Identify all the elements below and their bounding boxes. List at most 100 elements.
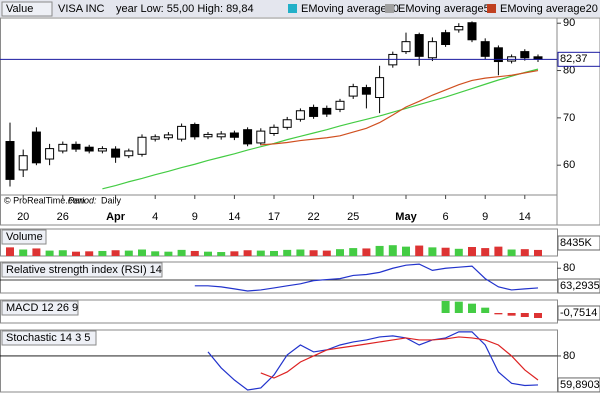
volume-bar	[441, 247, 450, 256]
x-tick-label: May	[395, 211, 417, 223]
macd-bar	[481, 307, 490, 313]
candle-body	[348, 86, 358, 97]
candle-body	[150, 136, 160, 140]
volume-bar	[230, 251, 239, 256]
x-tick-label: 14	[519, 211, 531, 223]
panel-label: Value	[6, 3, 33, 15]
candle-body	[18, 155, 28, 171]
candle-body	[71, 143, 81, 150]
panel-label: Relative strength index (RSI) 14	[6, 264, 162, 276]
candle-body	[190, 123, 200, 138]
line	[102, 68, 539, 190]
volume-bar	[217, 252, 226, 256]
candle-body	[467, 22, 477, 41]
line	[260, 336, 539, 381]
volume-bar	[454, 248, 463, 256]
x-tick-label: 9	[192, 211, 198, 223]
volume-bar	[270, 250, 278, 256]
y-tick-label: 80	[563, 350, 575, 362]
label-box	[1, 1, 53, 17]
macd-bar	[494, 313, 503, 315]
volume-bar	[190, 250, 199, 256]
candle-body	[520, 51, 530, 59]
candle-body	[177, 125, 187, 140]
volume-bar	[534, 249, 542, 256]
y-tick-label: 80	[563, 262, 575, 274]
candle-body	[441, 32, 451, 46]
candle-body	[58, 143, 68, 152]
volume-bar	[204, 251, 212, 256]
x-tick-label: 20	[17, 211, 29, 223]
candle-body	[375, 77, 385, 99]
label-box	[1, 330, 97, 346]
volume-bar	[138, 249, 146, 256]
last-value-box	[557, 305, 600, 321]
y-tick-label: 80	[563, 64, 575, 76]
x-tick-label: 4	[152, 211, 158, 223]
volume-bar	[322, 250, 331, 256]
indicator-lines	[194, 263, 539, 292]
volume-bar	[481, 248, 490, 256]
y-tick-label: 90	[563, 17, 575, 29]
x-tick-label: Apr	[106, 211, 126, 223]
volume-bar	[309, 250, 318, 256]
x-tick-label: 26	[57, 211, 69, 223]
candle-body	[124, 150, 134, 157]
candle-body	[137, 136, 147, 155]
x-tick-label: 17	[268, 211, 280, 223]
candle-body	[31, 131, 41, 164]
candle-body	[480, 41, 490, 57]
macd-bar	[534, 313, 542, 319]
candle-body	[493, 47, 503, 63]
line	[260, 69, 539, 146]
volume-bar	[32, 248, 41, 256]
period: Daily	[101, 195, 122, 205]
panel-label: MACD 12 26 9	[6, 302, 78, 314]
legend-label: EMoving average20	[500, 3, 598, 15]
candle-body	[282, 119, 292, 128]
candle-body	[414, 34, 424, 57]
candle-body	[5, 141, 15, 180]
volume-bar	[362, 248, 371, 256]
volume-bar	[428, 247, 437, 256]
y-tick-label: 70	[563, 112, 575, 124]
panel-label: Volume	[6, 231, 43, 243]
candle-body	[45, 148, 55, 160]
volume-bar	[256, 250, 265, 256]
x-tick-label: 9	[482, 211, 488, 223]
volume-bar	[85, 251, 94, 256]
macd-bar	[454, 301, 463, 313]
candle-body	[295, 110, 305, 120]
candle-body	[97, 148, 107, 152]
candle-body	[322, 107, 332, 115]
period-label: Period:	[68, 195, 97, 205]
candles	[5, 21, 543, 190]
last-value-label: 59,8903	[560, 379, 600, 391]
candle-body	[163, 134, 173, 139]
macd-bar	[468, 303, 476, 313]
instrument: VISA INC	[58, 3, 105, 15]
volume-bar	[402, 246, 410, 256]
volume-bar	[72, 251, 80, 256]
line	[207, 331, 539, 391]
candle-body	[256, 130, 266, 144]
x-tick-label: 14	[228, 211, 240, 223]
volume-bar	[177, 249, 186, 256]
label-box	[1, 229, 47, 245]
volume-bar	[283, 249, 292, 256]
line	[194, 263, 539, 292]
last-value-label: -0,7514	[560, 307, 597, 319]
candle-body	[84, 146, 94, 152]
volume-bar	[375, 245, 384, 256]
volume-bar	[124, 250, 133, 256]
last-value-box	[557, 377, 600, 393]
volume-bar	[6, 247, 14, 256]
label-box	[1, 262, 163, 278]
volume-bar	[164, 251, 173, 256]
volume-bar	[415, 245, 424, 256]
macd-bar	[441, 301, 450, 313]
candle-body	[401, 41, 411, 53]
last-value-label: 63,2935	[560, 280, 600, 292]
x-tick-label: 6	[443, 211, 449, 223]
